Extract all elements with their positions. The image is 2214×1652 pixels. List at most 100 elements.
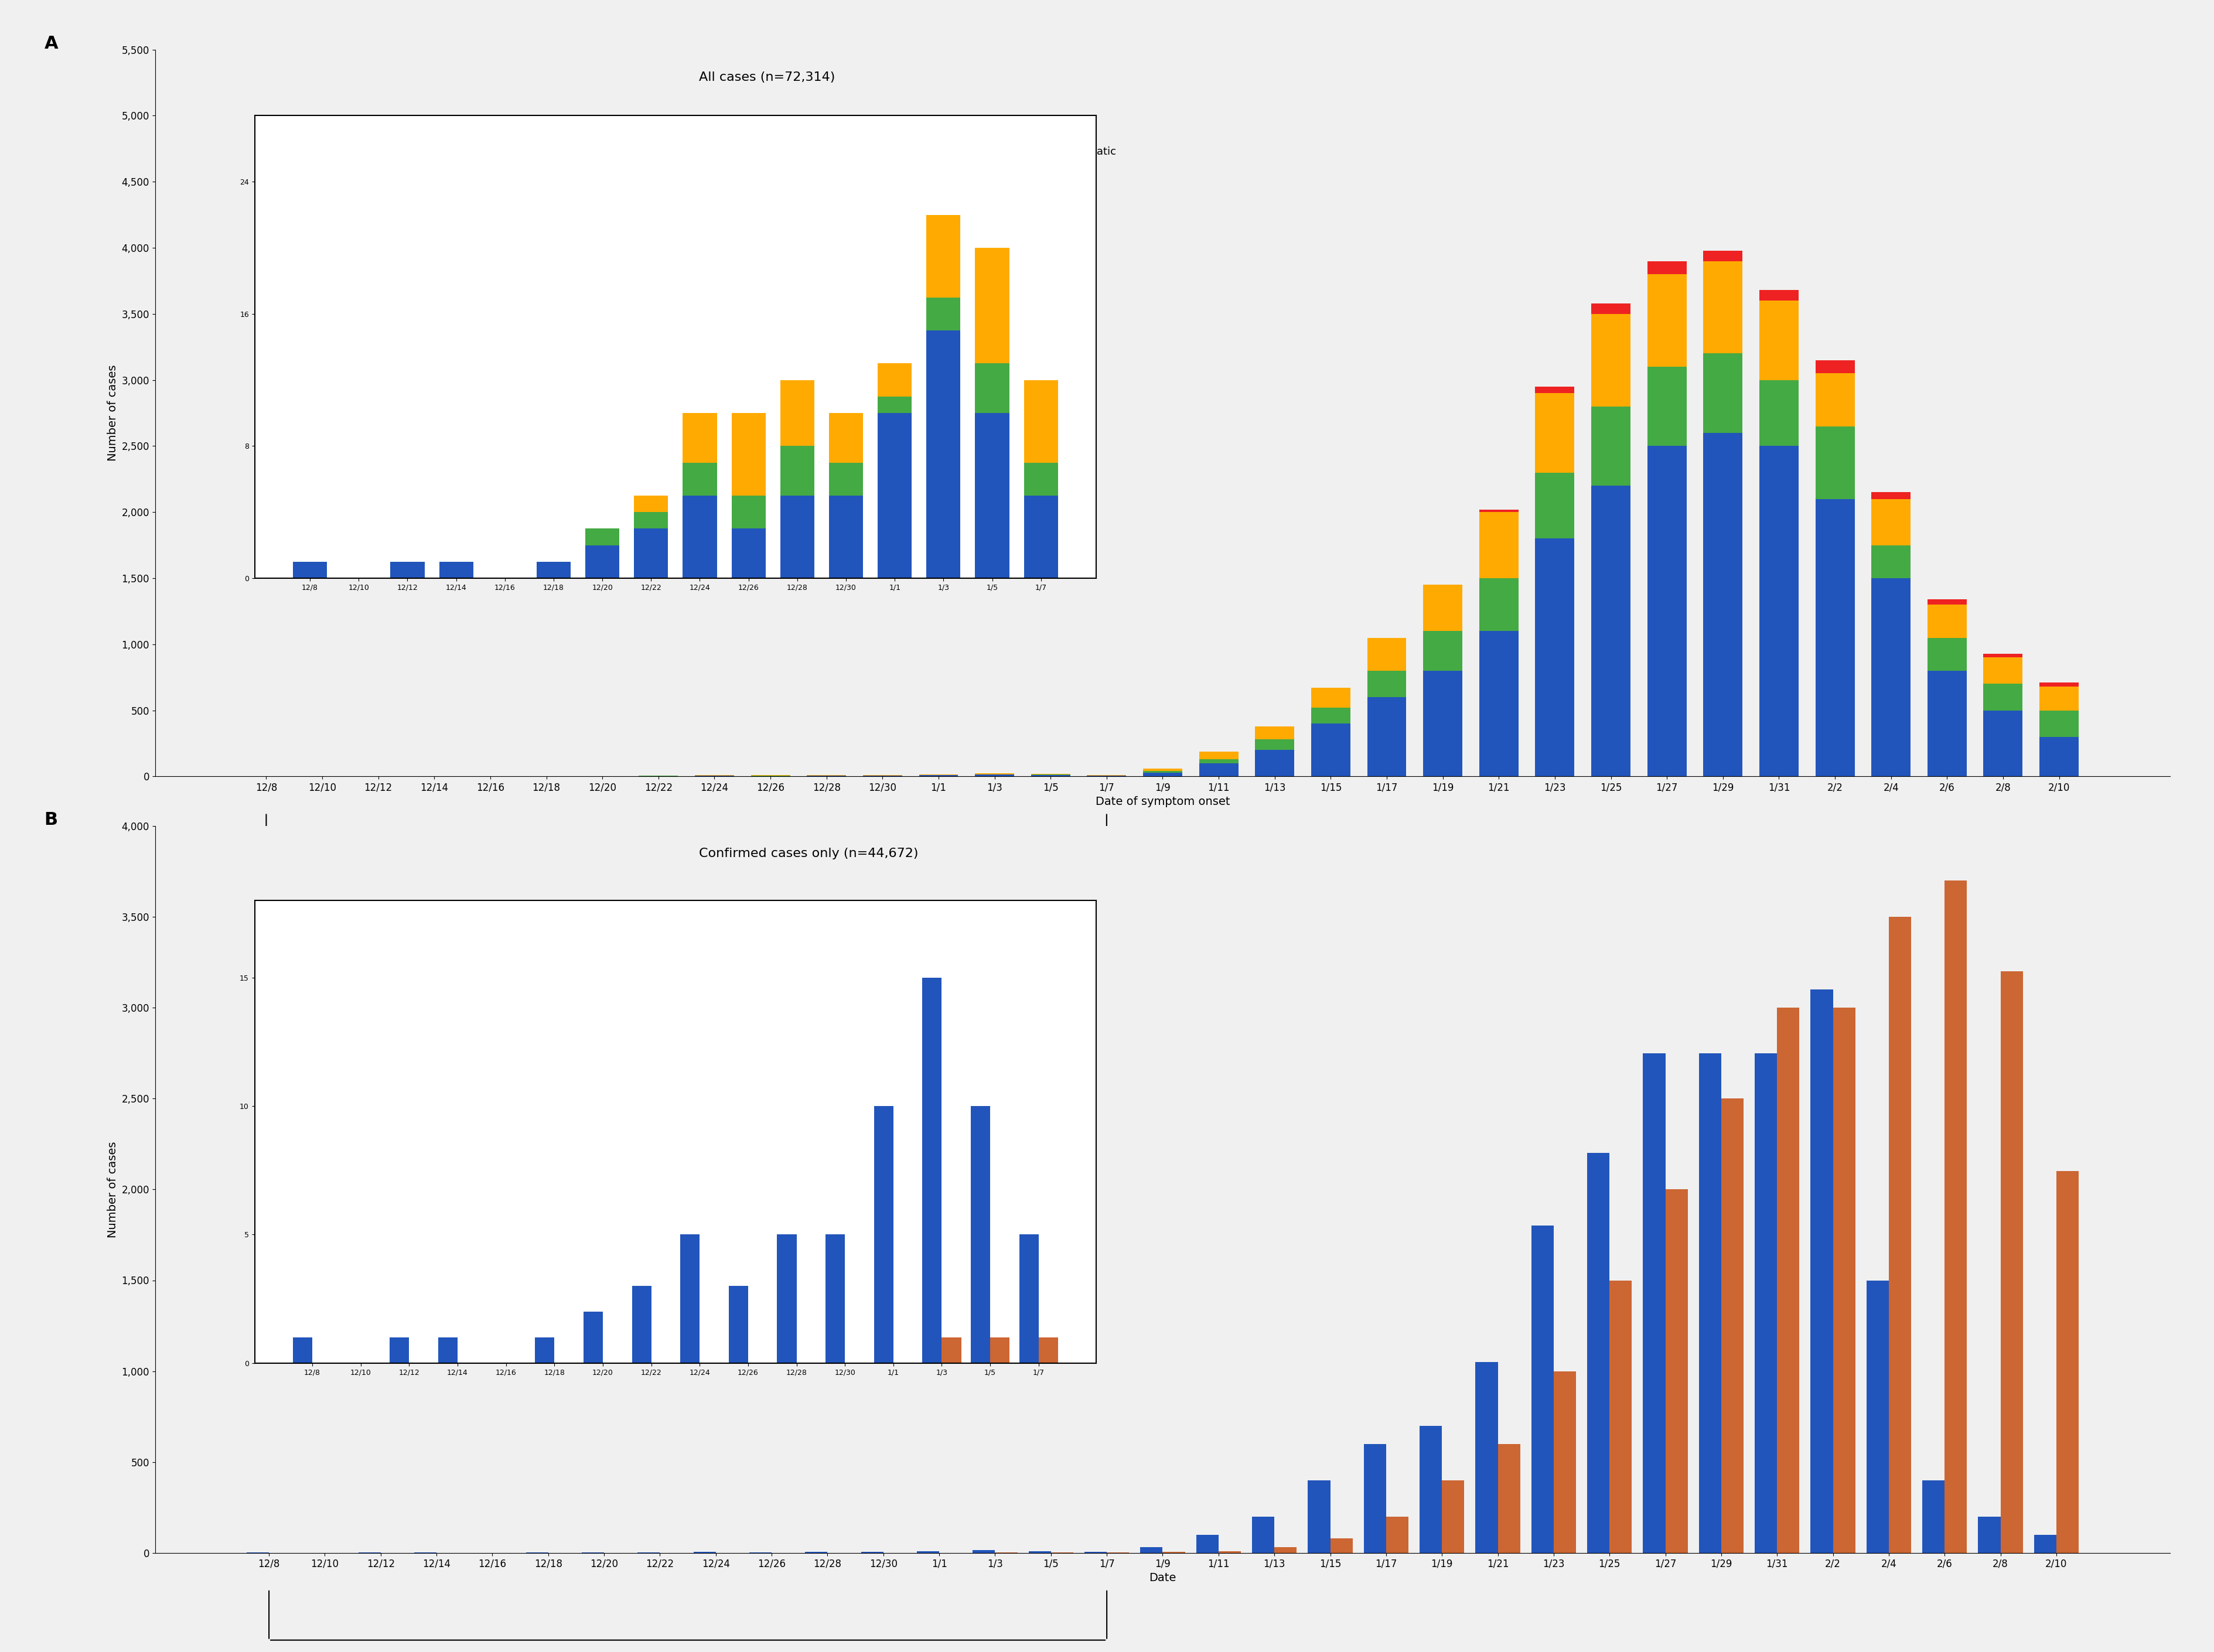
Bar [1311, 724, 1351, 776]
Bar [1366, 697, 1406, 776]
Bar [438, 1336, 458, 1363]
Bar [1018, 1234, 1038, 1363]
Bar [2039, 687, 2079, 710]
Bar [1698, 1054, 1720, 1553]
Bar [1023, 463, 1058, 496]
Bar [1255, 740, 1293, 750]
Bar [1889, 917, 1911, 1553]
Bar [1977, 1517, 1999, 1553]
Bar [1479, 512, 1519, 578]
Bar [1926, 638, 1966, 671]
Bar [1647, 446, 1687, 776]
Bar [826, 1234, 846, 1363]
Bar [1331, 1538, 1353, 1553]
Bar [1592, 304, 1630, 314]
Bar [1758, 446, 1798, 776]
Bar [1424, 631, 1461, 671]
Bar [1815, 373, 1853, 426]
Bar [1554, 1371, 1576, 1553]
Bar [1811, 990, 1833, 1553]
Bar [1871, 499, 1911, 545]
Bar [1999, 971, 2021, 1553]
Bar [1758, 291, 1798, 301]
Bar [779, 380, 815, 446]
Bar [1386, 1517, 1408, 1553]
Bar [917, 1551, 939, 1553]
Bar [2039, 682, 2079, 687]
Bar [292, 562, 328, 578]
Bar [1475, 1361, 1497, 1553]
Bar [536, 1336, 554, 1363]
Bar [2057, 1171, 2079, 1553]
Bar [1833, 1008, 1855, 1553]
Bar [828, 496, 863, 578]
Bar [974, 775, 1014, 776]
Bar [1643, 1054, 1665, 1553]
Bar [1140, 1548, 1162, 1553]
Bar [731, 413, 766, 496]
Y-axis label: Number of cases: Number of cases [106, 1142, 117, 1237]
Bar [1592, 406, 1630, 486]
Bar [1871, 492, 1911, 499]
Bar [1198, 760, 1238, 763]
Bar [682, 413, 717, 463]
Bar [1587, 1153, 1610, 1553]
Bar [1251, 1517, 1273, 1553]
Bar [1534, 393, 1574, 472]
Bar [390, 1336, 410, 1363]
Bar [1592, 314, 1630, 406]
Bar [1479, 631, 1519, 776]
Bar [1479, 509, 1519, 512]
Bar [438, 562, 474, 578]
Bar [728, 1285, 748, 1363]
Bar [1023, 380, 1058, 463]
X-axis label: Date: Date [1149, 1573, 1176, 1584]
Bar [974, 413, 1010, 578]
Text: A: A [44, 35, 58, 51]
Bar [731, 496, 766, 529]
Bar [925, 330, 961, 578]
Bar [1866, 1280, 1889, 1553]
Bar [1366, 638, 1406, 671]
Bar [1364, 1444, 1386, 1553]
Bar [1218, 1551, 1240, 1553]
Bar [1311, 707, 1351, 724]
Bar [1984, 710, 2021, 776]
Bar [1038, 1336, 1058, 1363]
Bar [1424, 585, 1461, 631]
Y-axis label: Number of cases: Number of cases [106, 365, 117, 461]
Bar [1424, 671, 1461, 776]
Bar [1142, 768, 1182, 771]
Bar [1479, 578, 1519, 631]
Bar [779, 496, 815, 578]
Bar [941, 1336, 961, 1363]
Bar [1198, 752, 1238, 760]
Bar [1758, 301, 1798, 380]
Bar [1273, 1548, 1297, 1553]
Bar [2039, 710, 2079, 737]
Bar [1308, 1480, 1331, 1553]
Bar [1815, 426, 1853, 499]
Bar [970, 1105, 990, 1363]
Text: B: B [44, 811, 58, 828]
Bar [1534, 387, 1574, 393]
Text: Confirmed cases only (n=44,672): Confirmed cases only (n=44,672) [700, 847, 919, 859]
Bar [633, 496, 669, 512]
Bar [1926, 671, 1966, 776]
Bar [1703, 261, 1742, 354]
Bar [1944, 881, 1966, 1553]
Bar [584, 545, 620, 578]
Bar [682, 463, 717, 496]
Bar [1419, 1426, 1441, 1553]
Bar [731, 529, 766, 578]
Bar [877, 396, 912, 413]
Bar [2032, 1535, 2057, 1553]
Bar [390, 562, 425, 578]
Bar [292, 1336, 312, 1363]
Bar [1027, 1551, 1052, 1553]
Bar [2039, 737, 2079, 776]
Bar [1534, 539, 1574, 776]
Bar [1665, 1189, 1687, 1553]
Bar [828, 463, 863, 496]
Bar [536, 562, 571, 578]
